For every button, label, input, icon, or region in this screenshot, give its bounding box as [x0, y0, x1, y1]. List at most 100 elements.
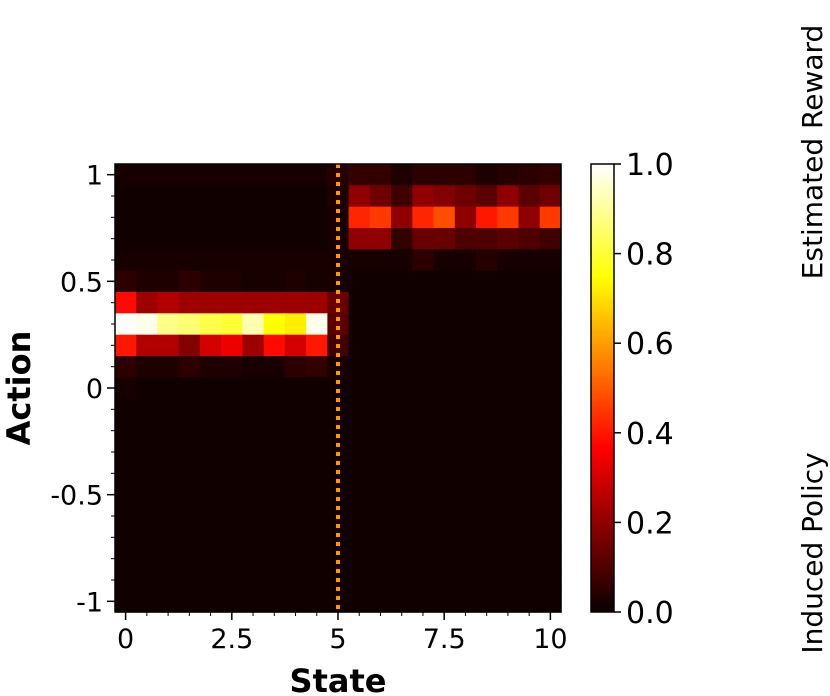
heatmap-cells: [115, 164, 562, 613]
heatmap-cell: [369, 228, 392, 250]
heatmap-cell: [306, 505, 328, 528]
heatmap-cell: [518, 441, 541, 464]
heatmap-cell: [391, 249, 413, 272]
heatmap-cell: [178, 505, 201, 528]
heatmap-cell: [476, 228, 498, 250]
heatmap-cell: [242, 334, 265, 357]
heatmap-cell: [497, 164, 520, 186]
heatmap-cell: [136, 292, 159, 314]
heatmap-cell: [115, 569, 137, 592]
heatmap-cell: [199, 270, 222, 293]
heatmap-cell: [284, 270, 307, 293]
heatmap-cell: [476, 462, 498, 485]
heatmap-cell: [284, 334, 307, 357]
heatmap-cell: [306, 206, 328, 229]
heatmap-cell: [284, 590, 307, 613]
heatmap-cell: [221, 313, 244, 336]
heatmap-cell: [369, 398, 392, 421]
heatmap-cell: [221, 590, 244, 613]
heatmap-cell: [518, 334, 541, 357]
heatmap-cell: [454, 164, 477, 186]
heatmap-cell: [454, 505, 477, 528]
heatmap-cell: [136, 505, 159, 528]
heatmap-cell: [115, 484, 137, 506]
heatmap-cell: [157, 462, 180, 485]
heatmap-cell: [497, 377, 520, 400]
heatmap-cell: [518, 569, 541, 592]
heatmap-cell: [539, 548, 562, 570]
heatmap-cell: [433, 334, 456, 357]
heatmap-cell: [497, 270, 520, 293]
heatmap-cell: [454, 185, 477, 208]
heatmap-cell: [518, 356, 541, 378]
heatmap-cell: [306, 548, 328, 570]
heatmap-cell: [157, 441, 180, 464]
heatmap-cell: [412, 334, 435, 357]
heatmap-cell: [221, 249, 244, 272]
heatmap-cell: [433, 249, 456, 272]
heatmap-cell: [497, 548, 520, 570]
heatmap-cell: [115, 420, 137, 442]
heatmap-cell: [263, 249, 286, 272]
heatmap-cell: [263, 441, 286, 464]
heatmap-cell: [476, 206, 498, 229]
heatmap-cell: [136, 441, 159, 464]
heatmap-cell: [306, 484, 328, 506]
heatmap-cell: [178, 206, 201, 229]
heatmap-cell: [136, 590, 159, 613]
heatmap-cell: [157, 164, 180, 186]
heatmap-cell: [263, 356, 286, 378]
heatmap-cell: [178, 313, 201, 336]
heatmap-cell: [178, 526, 201, 549]
heatmap-cell: [115, 590, 137, 613]
heatmap-cell: [391, 484, 413, 506]
heatmap-cell: [369, 462, 392, 485]
heatmap-cell: [242, 377, 265, 400]
heatmap-cell: [199, 313, 222, 336]
heatmap-cell: [284, 398, 307, 421]
heatmap-cell: [115, 313, 137, 336]
heatmap-cell: [242, 398, 265, 421]
heatmap-cell: [433, 569, 456, 592]
heatmap-cell: [157, 569, 180, 592]
heatmap-cell: [412, 356, 435, 378]
heatmap-cell: [497, 526, 520, 549]
heatmap-cell: [433, 398, 456, 421]
heatmap-cell: [391, 334, 413, 357]
heatmap-cell: [242, 526, 265, 549]
heatmap-cell: [263, 313, 286, 336]
heatmap-cell: [263, 590, 286, 613]
heatmap-cell: [539, 206, 562, 229]
heatmap-cell: [178, 228, 201, 250]
heatmap-cell: [476, 356, 498, 378]
heatmap-cell: [221, 206, 244, 229]
heatmap-cell: [454, 590, 477, 613]
heatmap-cell: [136, 228, 159, 250]
heatmap-cell: [391, 462, 413, 485]
heatmap-cell: [136, 420, 159, 442]
heatmap-cell: [284, 484, 307, 506]
heatmap-cell: [178, 356, 201, 378]
heatmap-cell: [306, 462, 328, 485]
heatmap-cell: [199, 569, 222, 592]
heatmap-cell: [539, 377, 562, 400]
heatmap-cell: [284, 164, 307, 186]
heatmap-cell: [327, 548, 350, 570]
heatmap-cell: [476, 590, 498, 613]
heatmap-cell: [115, 206, 137, 229]
heatmap-cell: [157, 484, 180, 506]
y-axis: 1 0.5 0 -0.5 -1: [50, 161, 115, 618]
heatmap-cell: [284, 185, 307, 208]
heatmap-cell: [306, 249, 328, 272]
heatmap-cell: [178, 334, 201, 357]
heatmap-cell: [348, 398, 371, 421]
heatmap-cell: [263, 206, 286, 229]
colorbar-tick-label: 1.0: [626, 148, 674, 183]
heatmap-cell: [497, 441, 520, 464]
heatmap-cell: [221, 441, 244, 464]
heatmap-cell: [454, 356, 477, 378]
heatmap-cell: [136, 398, 159, 421]
heatmap-cell: [115, 441, 137, 464]
heatmap-cell: [433, 420, 456, 442]
heatmap-cell: [136, 164, 159, 186]
